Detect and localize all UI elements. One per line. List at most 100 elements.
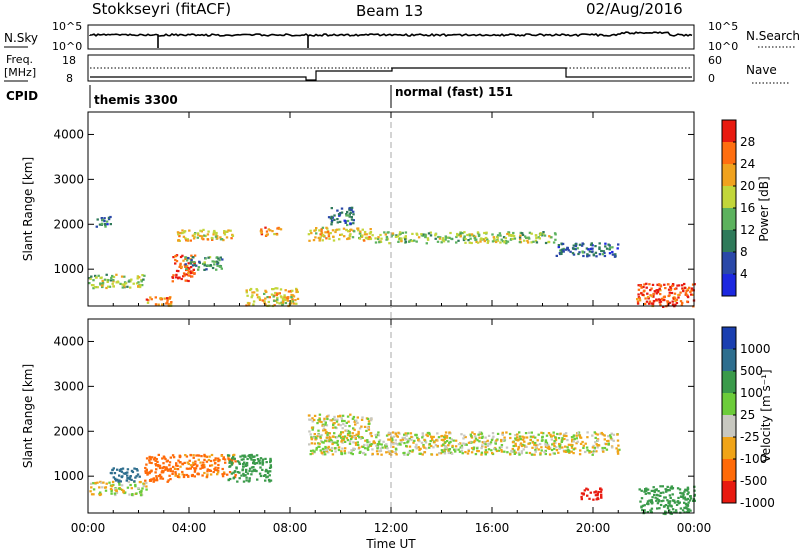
data-cell-11 <box>557 244 561 247</box>
data-cell-10 <box>371 234 374 237</box>
data-cell-6 <box>464 451 467 454</box>
data-cell-0 <box>92 482 95 485</box>
data-cell-6 <box>474 435 477 438</box>
data-cell-1 <box>101 279 104 282</box>
data-cell-5 <box>321 441 324 444</box>
data-cell-6 <box>457 443 461 446</box>
data-cell-1 <box>99 283 102 286</box>
data-cell-8 <box>678 488 682 491</box>
data-cell-6 <box>384 444 387 447</box>
data-cell-4 <box>229 477 232 481</box>
data-cell-10 <box>499 234 502 237</box>
data-cell-12 <box>673 292 677 295</box>
data-cell-6 <box>533 453 536 456</box>
data-cell-1 <box>93 286 97 289</box>
data-cell-2 <box>169 478 172 481</box>
data-cell-5 <box>187 257 190 260</box>
data-cell-6 <box>529 435 533 438</box>
data-cell-6 <box>567 448 570 451</box>
data-cell-8 <box>677 496 680 499</box>
data-cell-5 <box>317 442 320 445</box>
data-cell-12 <box>655 289 658 292</box>
data-cell-8 <box>683 511 686 514</box>
data-cell-6 <box>429 440 432 443</box>
data-cell-5 <box>366 448 370 451</box>
data-cell-6 <box>451 444 454 447</box>
data-cell-4 <box>238 477 241 480</box>
data-cell-5 <box>320 434 323 437</box>
data-cell-1 <box>136 277 139 280</box>
data-cell-6 <box>398 442 401 445</box>
data-cell-3 <box>228 458 232 462</box>
data-cell-6 <box>549 433 552 436</box>
data-cell-6 <box>570 446 574 449</box>
data-cell-6 <box>263 300 266 303</box>
data-cell-6 <box>484 451 487 454</box>
data-cell-6 <box>472 446 476 449</box>
data-cell-12 <box>690 289 693 292</box>
data-cell-2 <box>152 458 156 461</box>
data-cell-3 <box>206 473 209 476</box>
data-cell-11 <box>587 248 590 251</box>
data-cell-5 <box>361 436 364 439</box>
data-cell-9 <box>339 220 342 223</box>
data-cell-7 <box>596 492 599 495</box>
data-cell-8 <box>654 496 657 499</box>
data-cell-3 <box>217 458 221 462</box>
data-cell-10 <box>483 240 486 243</box>
data-cell-10 <box>504 237 507 240</box>
data-cell-9 <box>339 212 342 215</box>
data-cell-5 <box>360 445 364 448</box>
data-cell-6 <box>511 450 514 453</box>
data-cell-5 <box>218 259 221 262</box>
colorbar-tick-label-3: 16 <box>740 201 755 215</box>
data-cell-5 <box>348 432 351 435</box>
data-cell-12 <box>681 301 684 304</box>
data-cell-10 <box>442 237 445 240</box>
data-cell-6 <box>292 302 296 305</box>
data-cell-10 <box>510 234 513 238</box>
data-cell-4 <box>184 237 187 240</box>
data-cell-0 <box>142 485 145 488</box>
data-cell-5 <box>346 432 350 435</box>
data-cell-3 <box>185 273 188 276</box>
data-cell-6 <box>417 446 420 449</box>
ytick-label-0: 1000 <box>53 469 84 483</box>
data-cell-6 <box>492 435 495 438</box>
data-cell-12 <box>669 287 673 290</box>
data-cell-4 <box>246 457 249 461</box>
data-cell-4 <box>248 469 251 472</box>
data-cell-5 <box>347 429 350 432</box>
data-cell-6 <box>506 451 509 454</box>
data-cell-5 <box>220 267 223 270</box>
data-cell-5 <box>348 425 351 428</box>
data-cell-4 <box>199 234 202 238</box>
data-cell-5 <box>206 264 209 267</box>
data-cell-1 <box>129 286 132 289</box>
data-cell-8 <box>332 235 335 238</box>
data-cell-0 <box>139 491 142 494</box>
data-cell-8 <box>351 236 355 239</box>
data-cell-6 <box>558 445 562 448</box>
data-cell-6 <box>607 443 610 446</box>
data-cell-6 <box>445 446 448 450</box>
data-cell-5 <box>333 415 336 418</box>
data-cell-10 <box>415 240 418 243</box>
data-cell-6 <box>410 435 413 438</box>
data-cell-6 <box>481 441 485 444</box>
data-cell-7 <box>580 495 583 499</box>
data-cell-6 <box>605 448 609 451</box>
data-cell-8 <box>318 239 321 242</box>
data-cell-10 <box>445 236 448 239</box>
data-cell-8 <box>692 499 695 502</box>
data-cell-11 <box>602 250 605 253</box>
data-cell-4 <box>256 478 259 481</box>
data-cell-5 <box>313 433 316 436</box>
data-cell-6 <box>495 439 498 442</box>
data-cell-6 <box>278 302 281 305</box>
data-cell-1 <box>133 467 136 470</box>
data-cell-7 <box>599 487 602 490</box>
data-cell-2 <box>163 456 166 459</box>
data-cell-4 <box>200 237 204 240</box>
data-cell-6 <box>276 298 279 301</box>
